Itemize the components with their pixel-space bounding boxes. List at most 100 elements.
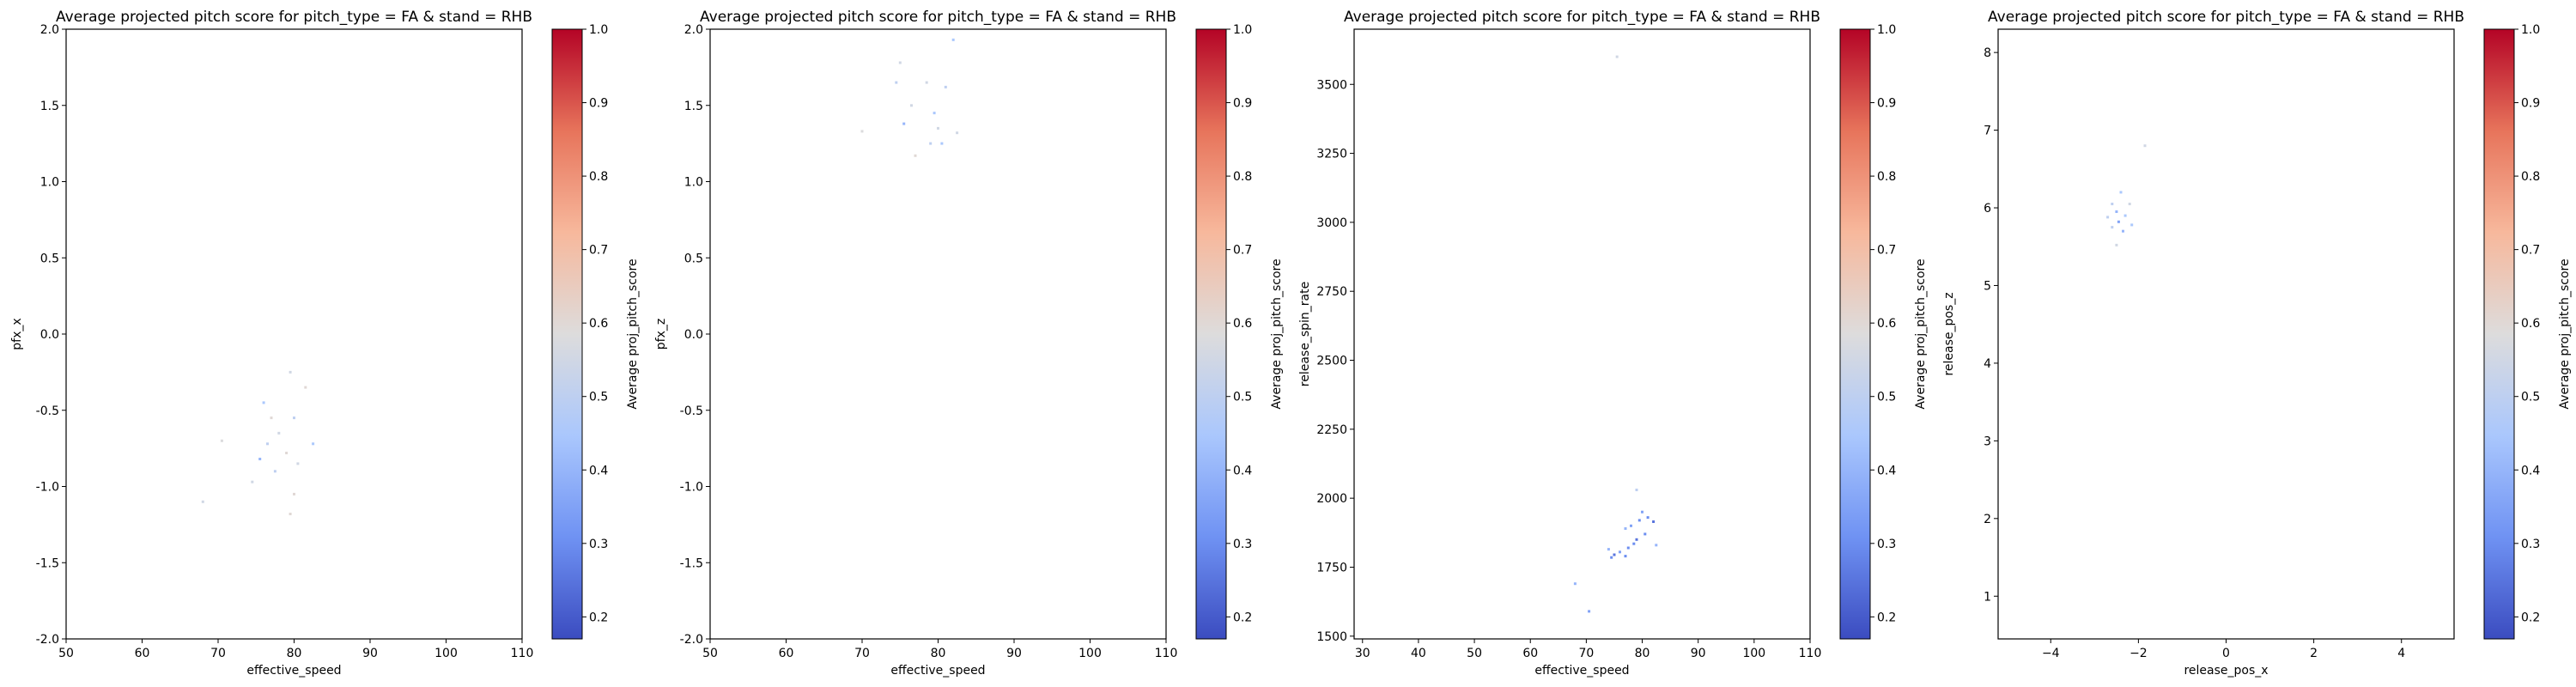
data-point-8 — [902, 122, 906, 125]
x-tick-label: 30 — [1355, 647, 1370, 660]
x-tick-label: −4 — [2042, 647, 2060, 660]
colorbar-tick-label: 0.5 — [1233, 391, 1252, 404]
y-tick-label: 0.0 — [684, 328, 703, 342]
data-point-4 — [925, 81, 928, 84]
y-tick-label: -1.0 — [680, 481, 703, 495]
plot-frame — [1353, 28, 1811, 640]
colorbar-tick-label: 0.6 — [1233, 317, 1252, 331]
colorbar-frame — [1195, 28, 1227, 640]
colorbar-tick-label: 0.9 — [2521, 97, 2540, 111]
colorbar-tick-label: 0.2 — [589, 611, 608, 624]
x-tick-label: 90 — [1006, 647, 1022, 660]
colorbar-tick-label: 0.8 — [2521, 170, 2540, 184]
y-tick-label: 2.0 — [684, 23, 703, 37]
x-tick-label: 60 — [779, 647, 794, 660]
colorbar-tick-label: 0.6 — [1877, 317, 1896, 331]
colorbar-gradient — [1196, 29, 1226, 639]
y-tick-label: 1.5 — [684, 100, 703, 113]
data-point-15 — [1619, 550, 1621, 554]
data-point-17 — [220, 439, 223, 442]
y-tick-label: 3 — [1984, 435, 1991, 448]
data-point-18 — [1610, 556, 1613, 559]
colorbar-label: Average proj_pitch_score — [626, 258, 640, 409]
y-tick-label: 6 — [1984, 202, 1991, 216]
colorbar-tick-label: 0.7 — [1877, 244, 1896, 258]
data-point-14 — [914, 154, 917, 157]
data-point-6 — [2106, 216, 2110, 219]
x-tick-label: 100 — [434, 647, 458, 660]
y-axis-label: pfx_z — [654, 319, 668, 350]
data-point-11 — [956, 131, 959, 135]
colorbar-tick-label: 1.0 — [1233, 23, 1252, 37]
y-axis-label: release_spin_rate — [1298, 282, 1312, 386]
colorbar-frame — [551, 28, 583, 640]
chart-title: Average projected pitch score for pitch_… — [1344, 9, 1820, 26]
colorbar-tick-label: 0.9 — [589, 97, 608, 111]
y-tick-label: 2500 — [1316, 355, 1347, 368]
colorbar-tick-label: 0.8 — [1233, 170, 1252, 184]
data-point-9 — [2111, 226, 2114, 229]
y-axis-label: pfx_x — [10, 318, 24, 350]
colorbar-tick-label: 0.4 — [1233, 464, 1252, 477]
chart-title: Average projected pitch score for pitch_… — [56, 9, 532, 26]
chart-panel-1: Average projected pitch score for pitch_… — [10, 9, 640, 678]
y-tick-label: 3500 — [1316, 78, 1347, 92]
y-axis-label: release_pos_z — [1942, 292, 1956, 375]
x-axis-label: release_pos_x — [2184, 664, 2268, 678]
colorbar-tick-label: 0.2 — [1877, 611, 1896, 624]
y-tick-label: 3000 — [1316, 216, 1347, 230]
plot-frame — [65, 28, 523, 640]
data-point-5 — [1637, 519, 1641, 522]
x-tick-label: 100 — [1742, 647, 1765, 660]
x-tick-label: 90 — [362, 647, 378, 660]
data-point-11 — [273, 470, 276, 473]
y-tick-label: -2.0 — [680, 633, 703, 647]
y-tick-label: 1.5 — [40, 100, 59, 113]
x-tick-label: 2 — [2310, 647, 2318, 660]
colorbar-tick-label: 1.0 — [589, 23, 608, 37]
colorbar-label: Average proj_pitch_score — [1914, 258, 1928, 409]
data-point-13 — [940, 142, 944, 145]
x-tick-label: 4 — [2397, 647, 2405, 660]
x-tick-label: 60 — [1522, 647, 1538, 660]
colorbar-tick-label: 0.8 — [589, 170, 608, 184]
data-point-8 — [2130, 223, 2134, 227]
y-tick-label: 1.0 — [684, 176, 703, 190]
y-tick-label: 0.5 — [684, 252, 703, 265]
x-tick-label: 70 — [210, 647, 226, 660]
data-point-14 — [1607, 548, 1610, 551]
x-tick-label: 110 — [1155, 647, 1178, 660]
plot-frame — [1997, 28, 2455, 640]
x-tick-label: 110 — [511, 647, 534, 660]
data-point-5 — [2123, 214, 2127, 217]
y-tick-label: 2000 — [1316, 492, 1347, 506]
data-point-8 — [285, 452, 289, 454]
x-tick-label: 50 — [702, 647, 718, 660]
data-point-10 — [860, 130, 864, 133]
chart-panel-4: Average projected pitch score for pitch_… — [1942, 9, 2572, 678]
y-tick-label: 0.0 — [40, 328, 59, 342]
colorbar: 0.2 0.3 0.4 0.5 0.6 0.7 0.8 0.9 1.0 Average proj_… — [1839, 23, 1928, 640]
data-point-16 — [304, 386, 307, 389]
x-axis-label: effective_speed — [246, 664, 341, 678]
data-points — [201, 370, 315, 515]
colorbar: 0.2 0.3 0.4 0.5 0.6 0.7 0.8 0.9 1.0 Average proj_… — [2483, 23, 2572, 640]
y-tick-label: 2 — [1984, 513, 1991, 526]
data-point-15 — [289, 513, 292, 515]
y-tick-label: -0.5 — [36, 404, 59, 418]
data-point-1 — [1615, 55, 1619, 58]
data-point-10 — [296, 462, 300, 465]
data-point-13 — [1626, 546, 1630, 550]
colorbar-gradient — [1840, 29, 1870, 639]
colorbar-frame — [1839, 28, 1871, 640]
y-tick-label: 8 — [1984, 46, 1991, 60]
y-tick-label: 4 — [1984, 357, 1991, 371]
data-point-17 — [1624, 555, 1627, 558]
x-tick-label: 60 — [135, 647, 150, 660]
colorbar: 0.2 0.3 0.4 0.5 0.6 0.7 0.8 0.9 1.0 Average proj_… — [551, 23, 640, 640]
y-tick-label: 1.0 — [40, 176, 59, 190]
x-tick-label: 110 — [1799, 647, 1822, 660]
y-tick-label: 0.5 — [40, 252, 59, 265]
colorbar-tick-label: 0.7 — [1233, 244, 1252, 258]
data-point-13 — [293, 492, 295, 495]
